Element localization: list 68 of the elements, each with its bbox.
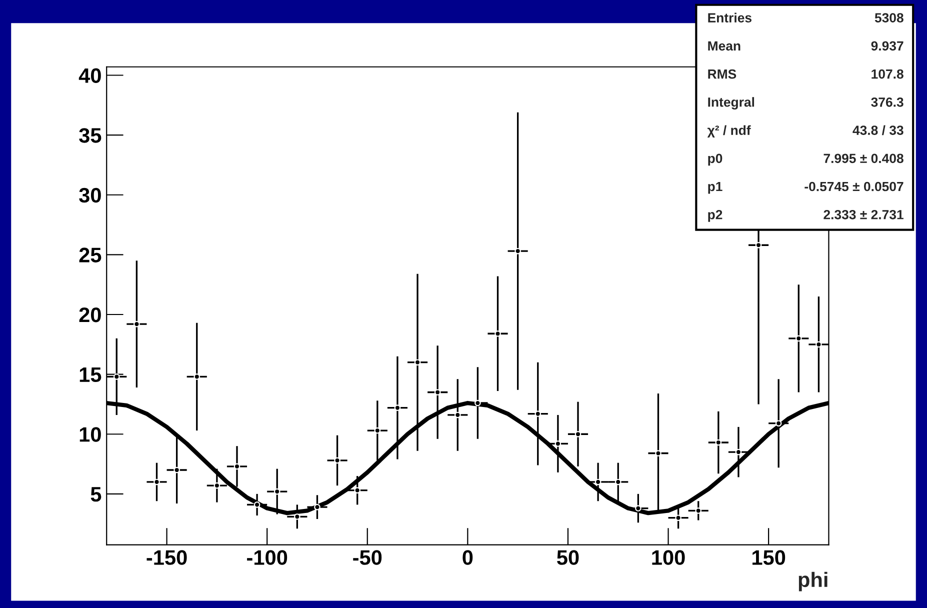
point [314,504,320,510]
point [214,482,220,489]
x-tick-label: 50 [557,550,579,565]
point [655,450,662,456]
y-tick-label: 25 [79,248,102,262]
point [254,502,260,508]
point [194,374,200,380]
point [635,505,642,512]
point [274,488,280,495]
text: 9.937 [871,41,904,51]
point [134,320,140,328]
y-tick-label: 40 [78,68,101,84]
annotation: p2 [708,210,722,222]
annotation: RMS [708,69,736,79]
x-axis-title: phi [798,572,828,592]
y-tick-label: 5 [90,487,102,502]
y-tick-label: 30 [79,188,101,203]
point [494,330,501,337]
x-tick-label: -50 [353,550,382,565]
point [795,335,802,342]
point [614,478,622,486]
point [755,242,762,248]
annotation: 7.995 ± 0.408 [824,154,904,164]
text: Mean [708,41,740,51]
point [414,359,421,366]
annotation: -0.5745 ± 0.0507 [804,182,904,192]
y-tick-label: 10 [80,427,101,442]
point [374,427,381,434]
y-tick-label: 20 [79,308,101,322]
x-tick-label: 100 [652,550,685,565]
point [294,514,300,520]
point [735,448,742,456]
text: 376.3 [871,97,904,107]
point [234,463,240,470]
annotation: Integral [708,97,754,110]
y-tick-label: 35 [79,128,102,143]
text: Entries [708,12,752,22]
point [514,248,521,254]
point [594,478,602,486]
point [715,439,722,446]
point [574,430,582,438]
point [775,420,782,427]
point [554,440,562,447]
point [454,412,461,418]
point [434,389,441,396]
point [174,466,180,474]
point [675,514,682,522]
point [534,410,542,417]
x-tick-label: -150 [146,550,187,565]
point [154,478,160,486]
point [113,374,120,380]
annotation: 2.333 ± 2.731 [824,210,904,220]
point [354,487,360,494]
annotation: χ² / ndf [707,125,751,138]
x-tick-label: 0 [462,550,473,565]
text: 107.8 [872,69,904,79]
y-tick-label: 15 [80,368,102,382]
annotation: p0 [708,154,722,166]
text: 43.8 / 33 [852,125,904,136]
x-tick-label: -100 [247,550,288,565]
point [695,508,702,514]
point [334,457,340,464]
point [474,400,481,406]
point [394,404,401,411]
annotation: p1 [708,182,722,194]
x-tick-label: 150 [752,550,786,565]
point [816,341,822,348]
text: 5308 [874,13,904,22]
